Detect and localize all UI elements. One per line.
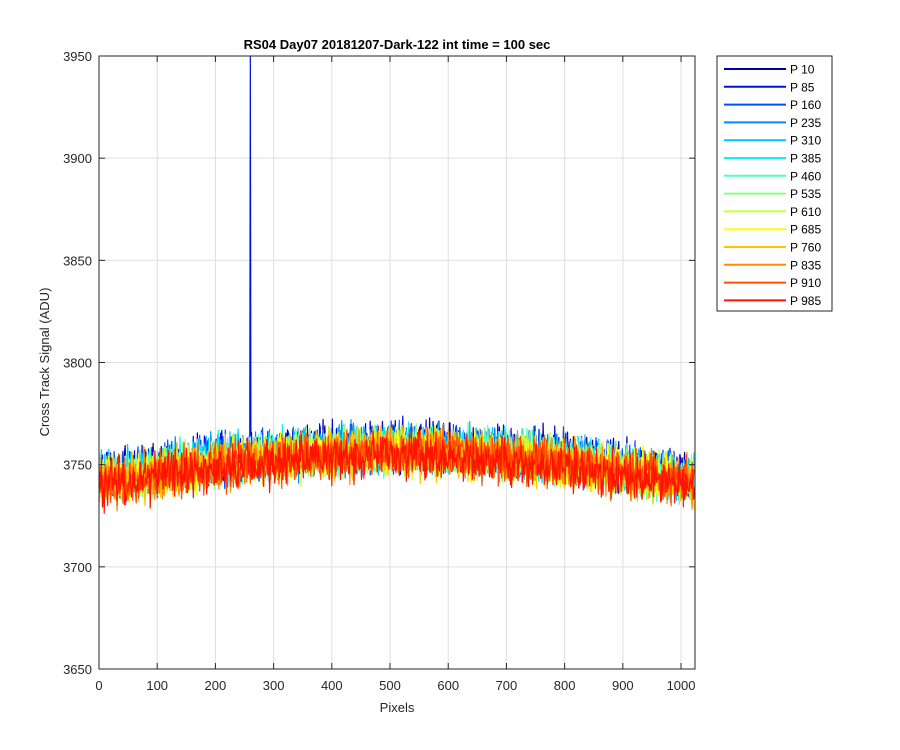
legend-label: P 10 — [790, 63, 815, 77]
legend-label: P 85 — [790, 80, 815, 94]
legend-label: P 160 — [790, 98, 821, 112]
y-axis-label: Cross Track Signal (ADU) — [37, 288, 52, 437]
legend-label: P 835 — [790, 258, 821, 272]
x-tick-label: 600 — [437, 678, 459, 693]
x-tick-label: 700 — [496, 678, 518, 693]
legend-label: P 235 — [790, 116, 821, 130]
legend-label: P 760 — [790, 241, 821, 255]
x-tick-label: 300 — [263, 678, 285, 693]
chart-title: RS04 Day07 20181207-Dark-122 int time = … — [244, 37, 551, 52]
series-line-p-985 — [98, 423, 696, 514]
x-tick-label: 400 — [321, 678, 343, 693]
x-axis-label: Pixels — [380, 700, 415, 715]
legend-label: P 610 — [790, 205, 821, 219]
y-tick-label: 3750 — [63, 458, 92, 473]
legend-label: P 985 — [790, 294, 821, 308]
x-tick-label: 200 — [205, 678, 227, 693]
legend-label: P 310 — [790, 134, 821, 148]
x-tick-label: 0 — [95, 678, 102, 693]
x-tick-label: 800 — [554, 678, 576, 693]
x-tick-label: 1000 — [667, 678, 696, 693]
legend-label: P 385 — [790, 152, 821, 166]
x-tick-label: 100 — [146, 678, 168, 693]
legend-label: P 535 — [790, 187, 821, 201]
x-tick-label: 500 — [379, 678, 401, 693]
legend-label: P 685 — [790, 223, 821, 237]
y-tick-label: 3950 — [63, 49, 92, 64]
legend-label: P 910 — [790, 276, 821, 290]
y-tick-label: 3800 — [63, 356, 92, 371]
y-tick-label: 3850 — [63, 253, 92, 268]
legend: P 10 P 85 P 160 P 235 P 310 P 385 P 460 P 535 P … — [716, 55, 833, 312]
y-tick-label: 3700 — [63, 560, 92, 575]
legend-label: P 460 — [790, 169, 821, 183]
series-layer — [98, 55, 696, 514]
legend-box — [716, 55, 833, 312]
axis-ticks: 0 100 200 300 400 500 600 700 800 900 1000 3650 3700… — [63, 49, 695, 693]
y-tick-label: 3900 — [63, 151, 92, 166]
x-tick-label: 900 — [612, 678, 634, 693]
y-tick-label: 3650 — [63, 662, 92, 677]
